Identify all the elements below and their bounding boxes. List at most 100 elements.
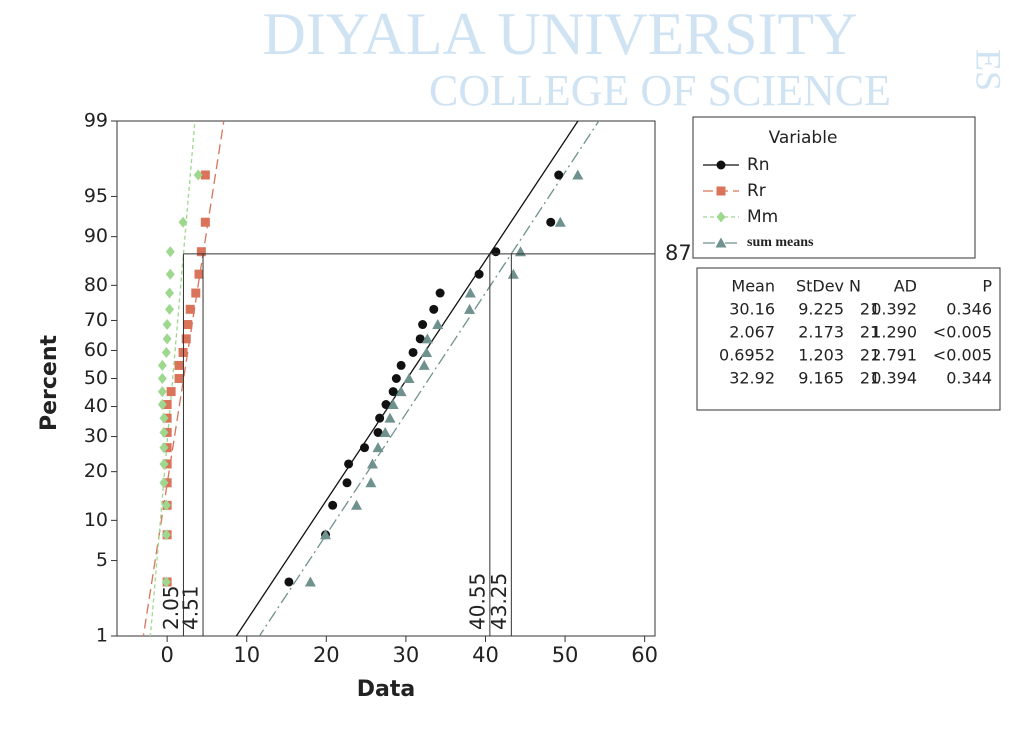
data-point <box>159 412 169 424</box>
data-point <box>157 386 167 398</box>
reference-label: 43.25 <box>487 573 511 630</box>
data-point <box>396 360 406 370</box>
table-cell: 2.067 <box>729 323 775 342</box>
data-point <box>375 413 385 423</box>
data-point <box>418 359 430 370</box>
data-point <box>159 426 169 438</box>
data-point <box>572 169 584 180</box>
data-point <box>284 577 294 587</box>
y-tick-label: 1 <box>96 625 108 647</box>
data-point <box>159 458 169 470</box>
data-point <box>507 268 519 279</box>
table-cell: 1.290 <box>871 323 917 342</box>
data-point <box>395 386 407 397</box>
y-tick-label: 90 <box>84 225 108 247</box>
x-tick-label: 0 <box>160 643 173 667</box>
y-tick-label: 60 <box>84 339 108 361</box>
data-point <box>429 304 439 314</box>
data-point <box>183 320 193 330</box>
data-point <box>157 399 167 411</box>
x-axis-title: Data <box>357 677 415 702</box>
data-point <box>554 216 566 227</box>
x-tick-label: 10 <box>233 643 260 667</box>
y-tick-label: 50 <box>84 367 108 389</box>
legend-title: Variable <box>769 128 838 148</box>
data-point <box>554 170 564 180</box>
data-point <box>435 288 445 298</box>
data-point <box>387 399 399 410</box>
data-point <box>381 400 391 410</box>
data-point <box>196 247 206 257</box>
reference-label: 87 <box>665 241 692 265</box>
table-cell: 0.392 <box>871 300 917 319</box>
data-point <box>432 319 444 330</box>
data-point <box>351 499 363 510</box>
y-tick-label: 99 <box>84 110 108 132</box>
data-point <box>320 529 332 540</box>
plot-frame <box>116 120 656 637</box>
data-point <box>165 303 175 315</box>
data-point <box>464 287 476 298</box>
x-tick-label: 30 <box>393 643 420 667</box>
data-point <box>464 303 476 314</box>
data-point <box>200 217 210 227</box>
fit-line <box>142 121 225 636</box>
data-point <box>162 400 172 410</box>
data-point <box>365 477 377 488</box>
data-point <box>181 334 191 344</box>
table-cell: 21 <box>860 369 880 388</box>
data-point <box>161 346 171 358</box>
fit-line <box>149 121 196 636</box>
data-point <box>418 320 428 330</box>
data-point <box>403 373 415 383</box>
table-cell: 21 <box>860 323 880 342</box>
y-tick-label: 95 <box>84 185 108 207</box>
table-cell: 1.203 <box>798 346 844 365</box>
legend-marker <box>716 186 726 196</box>
data-point <box>328 500 338 510</box>
data-point <box>373 427 383 437</box>
data-point <box>474 269 484 279</box>
table-header: Mean <box>731 277 775 296</box>
data-point <box>515 246 526 257</box>
watermark: COLLEGE OF SCIENCE <box>429 66 891 115</box>
data-point <box>342 478 352 488</box>
legend-label: Rn <box>747 155 770 175</box>
data-point <box>161 529 171 541</box>
y-tick-label: 80 <box>84 274 108 296</box>
table-cell: 0.394 <box>871 369 917 388</box>
table-cell: 0.6952 <box>719 346 775 365</box>
reference-label: 40.55 <box>465 573 489 630</box>
data-point <box>174 374 184 383</box>
legend-label: Rr <box>747 181 766 201</box>
table-cell: 30.16 <box>729 300 775 319</box>
table-cell: <0.005 <box>933 323 992 342</box>
table-cell: 21 <box>860 300 880 319</box>
data-point <box>159 477 169 489</box>
y-tick-label: 5 <box>96 549 108 571</box>
table-cell: 9.165 <box>798 369 844 388</box>
data-point <box>174 360 184 370</box>
fit-line <box>258 121 600 636</box>
legend-marker <box>716 211 726 223</box>
data-point <box>157 373 167 384</box>
data-point <box>194 269 204 279</box>
data-point <box>185 304 195 314</box>
legend-marker <box>715 237 727 248</box>
x-tick-label: 40 <box>472 643 499 667</box>
legend-label: Mm <box>747 207 778 227</box>
data-point <box>491 247 501 257</box>
data-point <box>162 319 172 331</box>
data-point <box>366 458 378 469</box>
data-point <box>161 499 171 511</box>
table-cell: 21 <box>860 346 880 365</box>
data-point <box>344 459 354 469</box>
data-point <box>178 216 188 228</box>
data-point <box>191 288 201 298</box>
data-point <box>159 442 169 454</box>
table-cell: <0.005 <box>933 346 992 365</box>
reference-label: 2.05 <box>159 585 183 630</box>
watermark: ES <box>969 49 1009 91</box>
table-cell: 0.344 <box>946 369 992 388</box>
